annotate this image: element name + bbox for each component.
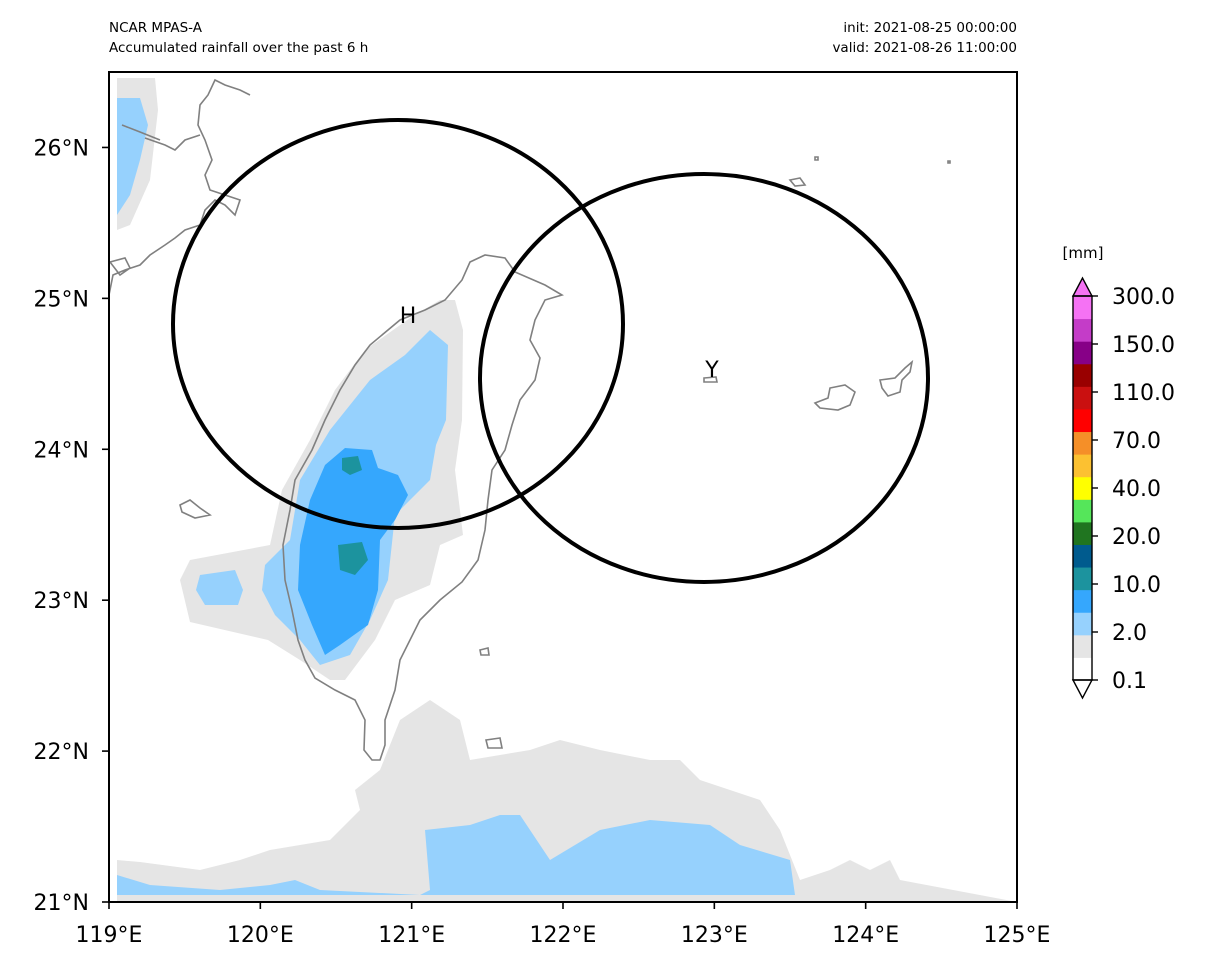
map-plot-area: H Y <box>109 72 1017 902</box>
colorbar-segment <box>1073 341 1092 365</box>
x-tick-label: 121°E <box>378 923 445 948</box>
radar-range-circles <box>171 118 930 584</box>
colorbar-segment <box>1073 386 1092 410</box>
colorbar-unit: [mm] <box>1063 244 1104 262</box>
rainfall-contours <box>117 78 1017 902</box>
colorbar-tick-label: 0.1 <box>1112 669 1147 694</box>
colorbar-segment <box>1073 454 1092 478</box>
x-tick-label: 120°E <box>227 923 294 948</box>
y-tick-label: 26°N <box>34 136 89 161</box>
x-tick-label: 122°E <box>530 923 597 948</box>
colorbar: 0.1 2.0 10.0 20.0 40.0 70.0 110.0 150.0 300.0 <box>1071 276 1175 700</box>
colorbar-segment <box>1073 544 1092 568</box>
colorbar-tick-label: 40.0 <box>1112 477 1161 502</box>
y-tick-label: 25°N <box>34 287 89 312</box>
radar-label-y: Y <box>704 358 719 383</box>
island-greenisland <box>485 737 503 749</box>
colorbar-tick-label: 150.0 <box>1112 333 1175 358</box>
header-left: NCAR MPAS-A Accumulated rainfall over th… <box>109 18 368 58</box>
taiwan-coastline <box>282 254 564 761</box>
colorbar-segment <box>1073 612 1092 636</box>
colorbar-tick-label: 20.0 <box>1112 525 1161 550</box>
colorbar-segment <box>1073 363 1092 387</box>
header-right: init: 2021-08-25 00:00:00 valid: 2021-08… <box>832 18 1017 58</box>
radar-label-h: H <box>400 304 417 329</box>
colorbar-segment <box>1073 431 1092 455</box>
colorbar-tick-label: 10.0 <box>1112 573 1161 598</box>
coastlines <box>109 78 951 761</box>
colorbar-segment <box>1073 657 1092 681</box>
china-coastline <box>109 78 251 519</box>
colorbar-extend-low <box>1071 679 1094 700</box>
colorbar-segment <box>1073 499 1092 523</box>
island-senkaku <box>788 156 951 187</box>
colorbar-segment <box>1073 589 1092 613</box>
colorbar-segment <box>1073 318 1092 342</box>
colorbar-tick-label: 70.0 <box>1112 429 1161 454</box>
y-tick-label: 22°N <box>34 740 89 765</box>
island-ishigaki <box>879 359 914 397</box>
model-name: NCAR MPAS-A <box>109 20 202 36</box>
longitude-axis: 119°E 120°E 121°E 122°E 123°E 124°E 125°E <box>76 902 1051 948</box>
x-tick-label: 119°E <box>76 923 143 948</box>
y-tick-label: 21°N <box>34 891 89 916</box>
valid-time: valid: 2021-08-26 11:00:00 <box>832 40 1017 56</box>
init-time: init: 2021-08-25 00:00:00 <box>843 20 1017 36</box>
radar-circle-h <box>171 118 625 530</box>
colorbar-segment <box>1073 476 1092 500</box>
island-lanyu <box>479 647 490 656</box>
colorbar-segment <box>1073 567 1092 591</box>
x-tick-label: 123°E <box>681 923 748 948</box>
colorbar-extend-high <box>1071 276 1094 297</box>
y-tick-label: 24°N <box>34 438 89 463</box>
latitude-axis: 21°N 22°N 23°N 24°N 25°N 26°N <box>34 136 109 916</box>
island-yonaguni <box>703 376 718 383</box>
colorbar-tick-label: 110.0 <box>1112 381 1175 406</box>
rain-level-20 <box>338 456 368 575</box>
colorbar-segment <box>1073 521 1092 545</box>
x-tick-label: 125°E <box>984 923 1051 948</box>
colorbar-segment <box>1073 408 1092 433</box>
colorbar-tick-label: 2.0 <box>1112 621 1147 646</box>
y-tick-label: 23°N <box>34 589 89 614</box>
colorbar-segment <box>1073 296 1092 320</box>
island-iriomote <box>813 384 856 411</box>
x-tick-label: 124°E <box>832 923 899 948</box>
field-description: Accumulated rainfall over the past 6 h <box>109 40 369 56</box>
colorbar-tick-label: 300.0 <box>1112 285 1175 310</box>
colorbar-segment <box>1073 634 1092 658</box>
radar-circle-y <box>478 172 930 584</box>
